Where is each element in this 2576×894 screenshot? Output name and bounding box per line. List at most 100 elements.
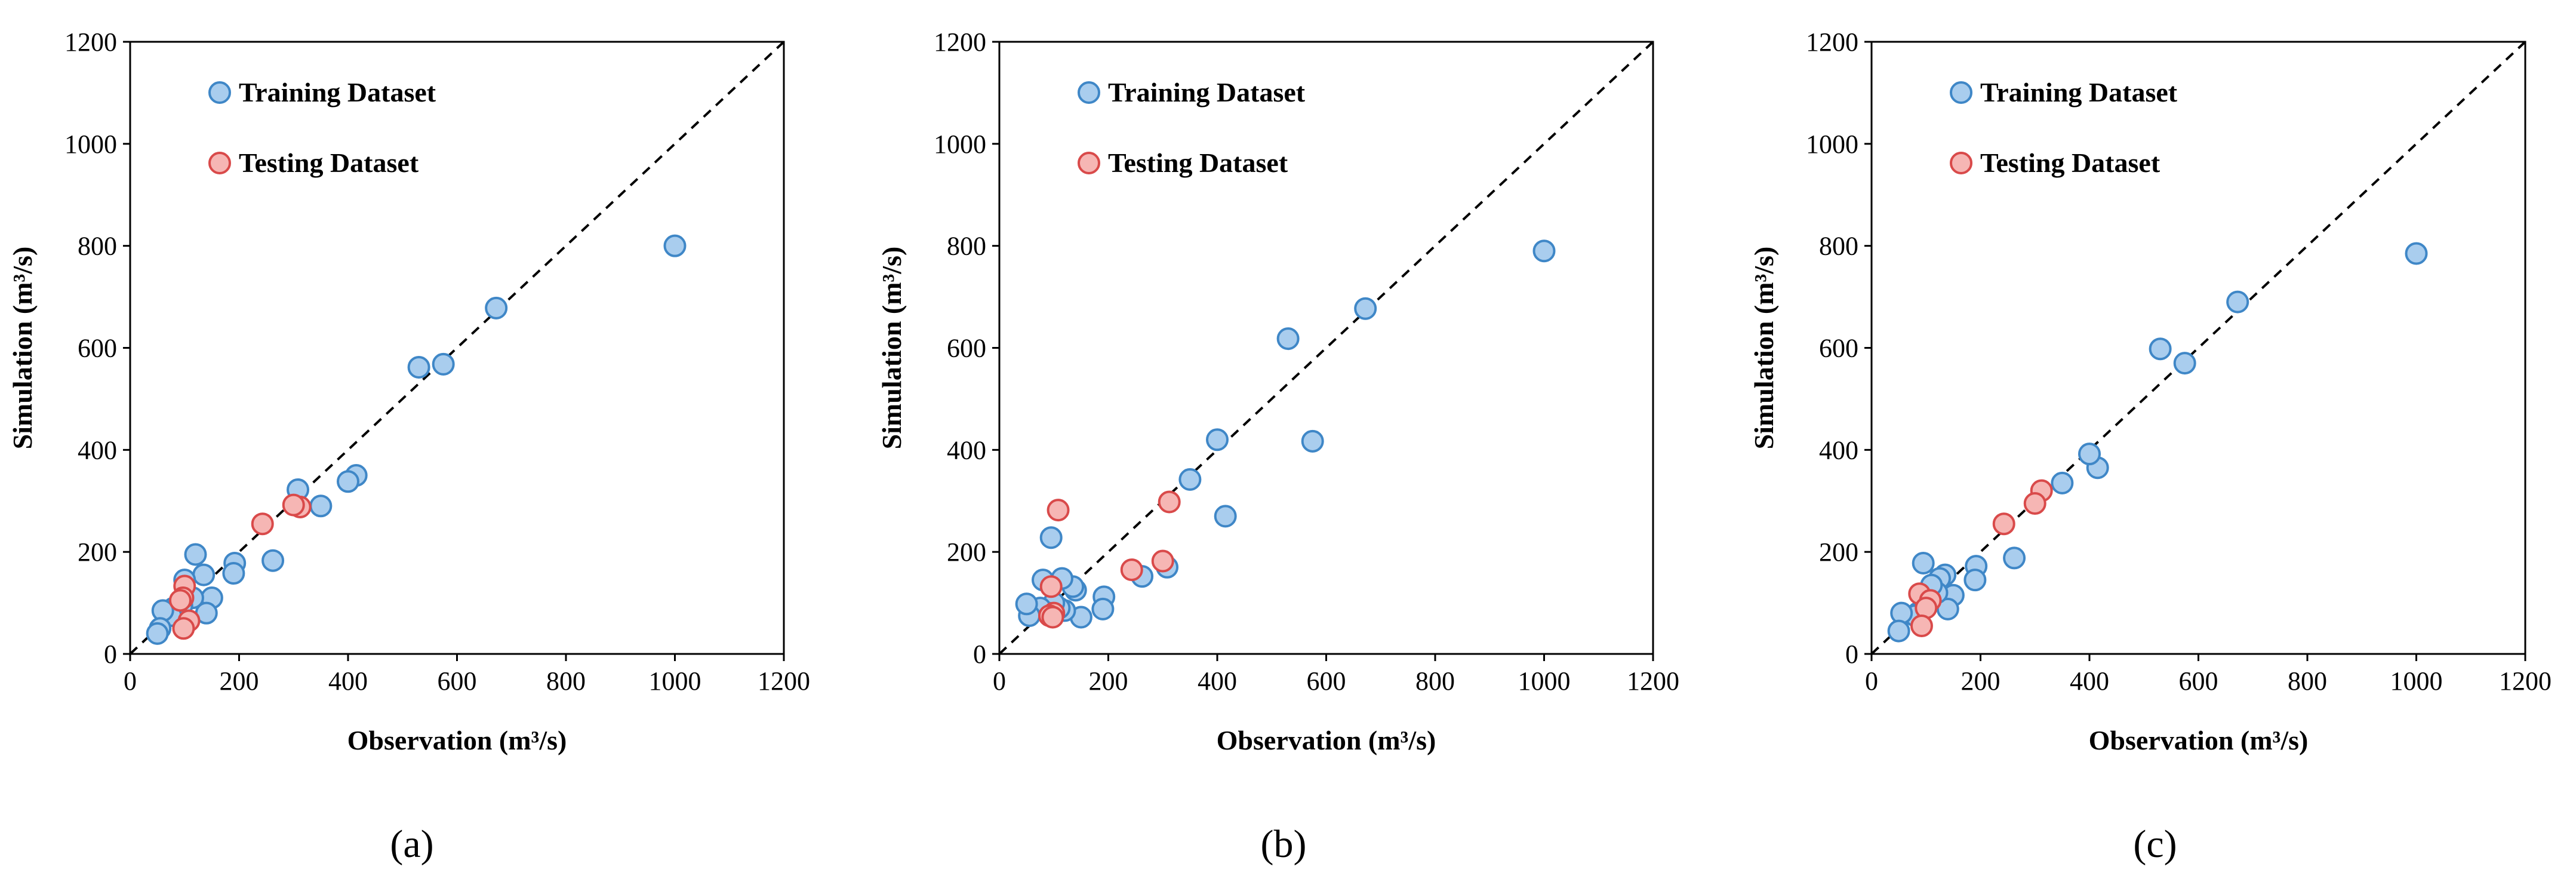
legend-marker-training: [1950, 81, 1972, 104]
y-tick-label: 400: [947, 435, 986, 465]
panel-label: (a): [390, 822, 433, 866]
training-point: [2405, 242, 2428, 265]
training-point: [2173, 352, 2196, 375]
testing-point: [1151, 549, 1174, 573]
y-tick-label: 1000: [934, 130, 986, 159]
legend-label-training: Training Dataset: [1108, 77, 1306, 107]
panel-3: 0 200 400 600 800 1000 1200 0 200 400 600 800 1000 12…: [1749, 27, 2552, 866]
y-tick-label: 600: [947, 334, 986, 363]
legend-marker-testing: [1078, 152, 1100, 174]
testing-point: [1158, 490, 1181, 514]
y-tick-label: 200: [78, 537, 117, 567]
x-tick-label: 400: [328, 666, 368, 696]
x-tick-label: 1200: [758, 666, 810, 696]
x-tick-label: 200: [220, 666, 259, 696]
x-tick-label: 1200: [1627, 666, 1679, 696]
x-tick-label: 1200: [2499, 666, 2552, 696]
training-point: [309, 494, 333, 518]
x-axis-title: Observation (m³/s): [2089, 725, 2309, 755]
legend-marker-testing: [1950, 152, 1972, 174]
training-point: [1214, 505, 1237, 528]
training-point: [1206, 428, 1229, 451]
training-point: [2051, 471, 2074, 494]
x-tick-label: 600: [2179, 666, 2218, 696]
y-tick-label: 200: [1819, 537, 1858, 567]
training-point: [1887, 619, 1910, 643]
legend-label-testing: Testing Dataset: [1980, 148, 2160, 178]
x-axis-title: Observation (m³/s): [347, 725, 567, 755]
testing-point: [168, 589, 192, 612]
legend-label-testing: Testing Dataset: [1108, 148, 1288, 178]
training-point: [2078, 443, 2101, 466]
training-point: [261, 549, 285, 572]
y-tick-label: 400: [78, 435, 117, 465]
training-point: [2226, 290, 2249, 314]
training-point: [663, 234, 687, 257]
testing-point: [1039, 575, 1063, 598]
y-tick-label: 1000: [1806, 130, 1858, 159]
training-point: [2149, 337, 2172, 361]
y-tick-label: 600: [78, 334, 117, 363]
x-tick-label: 400: [1198, 666, 1237, 696]
x-tick-label: 800: [2288, 666, 2327, 696]
legend-marker-training: [208, 81, 231, 104]
training-point: [1354, 297, 1377, 320]
training-point: [1178, 468, 1202, 491]
training-point: [1963, 569, 1987, 592]
legend-marker-testing: [208, 152, 231, 174]
training-point: [1039, 526, 1063, 549]
training-point: [192, 563, 216, 586]
x-tick-label: 600: [438, 666, 477, 696]
training-point: [485, 296, 508, 319]
x-tick-label: 1000: [1518, 666, 1571, 696]
y-tick-label: 1000: [64, 130, 117, 159]
legend-marker-training: [1078, 81, 1100, 104]
x-tick-label: 200: [1961, 666, 2001, 696]
testing-point: [1910, 615, 1933, 638]
training-point: [1015, 592, 1038, 616]
x-tick-label: 0: [993, 666, 1006, 696]
training-point: [1301, 429, 1324, 453]
testing-point: [1041, 606, 1064, 629]
y-tick-label: 1200: [1806, 27, 1858, 57]
x-tick-label: 1000: [2390, 666, 2443, 696]
testing-point: [2023, 492, 2046, 515]
x-axis-title: Observation (m³/s): [1217, 725, 1436, 755]
y-tick-label: 1200: [934, 27, 986, 57]
y-tick-label: 400: [1819, 435, 1858, 465]
x-tick-label: 600: [1307, 666, 1346, 696]
panel-label: (c): [2133, 822, 2177, 866]
testing-point: [251, 512, 274, 536]
legend-label-testing: Testing Dataset: [239, 148, 419, 178]
x-tick-label: 200: [1089, 666, 1128, 696]
training-point: [2003, 546, 2026, 570]
panel-1: 0 200 400 600 800 1000 1200 0 200 400 600 800 1000 12…: [7, 27, 810, 866]
training-point: [1912, 551, 1935, 575]
y-tick-label: 800: [947, 232, 986, 261]
testing-point: [172, 617, 195, 640]
training-point: [146, 622, 169, 645]
training-point: [1091, 597, 1115, 620]
testing-point: [1047, 499, 1070, 522]
y-tick-label: 0: [1845, 640, 1858, 669]
training-point: [432, 352, 455, 376]
testing-point: [1120, 558, 1143, 582]
y-axis-title: Simulation (m³/s): [7, 247, 38, 450]
x-tick-label: 0: [124, 666, 137, 696]
y-tick-label: 1200: [64, 27, 117, 57]
testing-point: [282, 493, 305, 517]
training-point: [337, 470, 359, 493]
training-point: [1276, 327, 1300, 351]
y-tick-label: 800: [1819, 232, 1858, 261]
training-point: [1532, 239, 1556, 263]
legend-label-training: Training Dataset: [1980, 77, 2178, 107]
y-tick-label: 200: [947, 537, 986, 567]
y-tick-label: 600: [1819, 334, 1858, 363]
x-tick-label: 800: [1415, 666, 1455, 696]
testing-point: [1992, 512, 2015, 536]
training-point: [184, 543, 207, 566]
x-tick-label: 0: [1865, 666, 1878, 696]
y-axis-title: Simulation (m³/s): [876, 247, 907, 450]
x-tick-label: 400: [2070, 666, 2109, 696]
